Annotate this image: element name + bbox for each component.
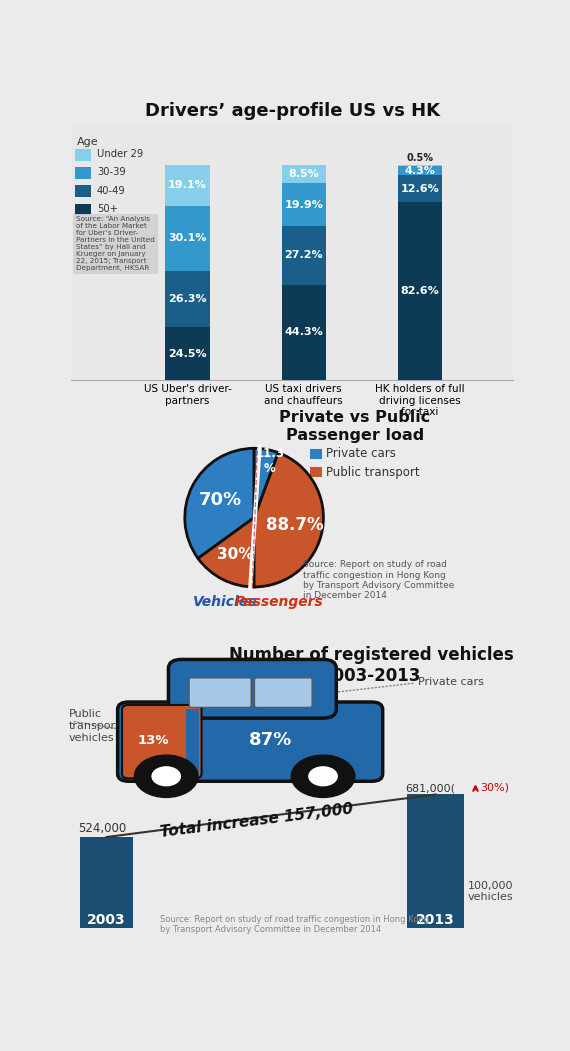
Text: 11.3
%: 11.3 % <box>255 447 284 475</box>
FancyBboxPatch shape <box>169 659 336 718</box>
Text: Passengers: Passengers <box>234 595 323 609</box>
Circle shape <box>135 756 198 798</box>
Wedge shape <box>198 518 254 586</box>
Circle shape <box>152 767 180 786</box>
Bar <box>398 165 442 166</box>
Text: 19.9%: 19.9% <box>284 200 323 210</box>
Text: 524,000: 524,000 <box>78 822 126 834</box>
FancyBboxPatch shape <box>186 709 199 774</box>
Bar <box>398 176 442 202</box>
Text: 30.1%: 30.1% <box>168 233 207 244</box>
Text: 87%: 87% <box>249 731 292 749</box>
Bar <box>165 327 210 380</box>
Text: Private cars: Private cars <box>418 677 484 687</box>
Bar <box>398 166 442 176</box>
FancyBboxPatch shape <box>80 837 133 928</box>
Text: 88.7%: 88.7% <box>266 516 324 534</box>
Text: Source: Report on study of road traffic congestion in Hong Kong
by Transport Adv: Source: Report on study of road traffic … <box>160 914 429 934</box>
Text: 44.3%: 44.3% <box>284 327 323 337</box>
Text: 12.6%: 12.6% <box>401 184 439 193</box>
Text: 100,000
vehicles: 100,000 vehicles <box>468 881 514 902</box>
Text: 50+: 50+ <box>97 204 118 214</box>
FancyBboxPatch shape <box>75 167 91 179</box>
Title: Drivers’ age-profile US vs HK: Drivers’ age-profile US vs HK <box>145 102 439 121</box>
Wedge shape <box>254 449 278 518</box>
FancyBboxPatch shape <box>407 795 465 928</box>
Text: Private vs Public
Passenger load: Private vs Public Passenger load <box>279 410 430 442</box>
FancyBboxPatch shape <box>255 678 312 707</box>
Text: 2003: 2003 <box>87 912 126 927</box>
Text: 19.1%: 19.1% <box>168 181 207 190</box>
Text: 82.6%: 82.6% <box>401 286 439 296</box>
Text: Total increase 157,000: Total increase 157,000 <box>160 802 354 840</box>
Text: 4.3%: 4.3% <box>405 166 435 176</box>
Circle shape <box>309 767 337 786</box>
Text: Number of registered vehicles
2003-2013: Number of registered vehicles 2003-2013 <box>229 646 514 685</box>
Bar <box>282 183 326 226</box>
FancyBboxPatch shape <box>117 702 382 781</box>
Bar <box>282 226 326 285</box>
Bar <box>165 165 210 206</box>
Text: 30%: 30% <box>217 548 254 562</box>
Bar <box>282 165 326 183</box>
Text: Vehicles: Vehicles <box>193 595 257 609</box>
Text: Public transport: Public transport <box>325 466 420 479</box>
FancyBboxPatch shape <box>122 705 202 779</box>
Bar <box>165 271 210 327</box>
Wedge shape <box>254 453 323 586</box>
Text: 70%: 70% <box>198 491 242 510</box>
Bar <box>165 206 210 271</box>
Text: 2013: 2013 <box>416 912 455 927</box>
Text: 40-49: 40-49 <box>97 186 125 195</box>
Text: 30%): 30%) <box>480 782 509 792</box>
Text: Source: Report on study of road
traffic congestion in Hong Kong
by Transport Adv: Source: Report on study of road traffic … <box>303 560 455 600</box>
Text: 8.5%: 8.5% <box>288 169 319 180</box>
FancyBboxPatch shape <box>189 678 251 707</box>
Text: 681,000(: 681,000( <box>405 783 455 794</box>
Bar <box>398 202 442 380</box>
Text: Under 29: Under 29 <box>97 149 143 159</box>
Wedge shape <box>185 449 254 558</box>
FancyBboxPatch shape <box>310 450 322 459</box>
FancyBboxPatch shape <box>75 148 91 161</box>
FancyBboxPatch shape <box>75 204 91 215</box>
Text: Source: “An Analysis
of the Labor Market
for Uber’s Driver-
Partners in the Unit: Source: “An Analysis of the Labor Market… <box>76 217 155 271</box>
FancyBboxPatch shape <box>75 185 91 198</box>
Text: 0.5%: 0.5% <box>406 153 434 163</box>
Text: 24.5%: 24.5% <box>168 349 207 358</box>
Text: Public
transport
vehicles: Public transport vehicles <box>69 709 120 743</box>
Text: 13%: 13% <box>137 734 169 746</box>
FancyBboxPatch shape <box>310 468 322 477</box>
Text: 30-39: 30-39 <box>97 167 125 178</box>
Bar <box>282 285 326 380</box>
Text: Age: Age <box>77 137 99 147</box>
Text: 27.2%: 27.2% <box>284 250 323 261</box>
Text: 26.3%: 26.3% <box>168 294 207 304</box>
Circle shape <box>291 756 355 798</box>
Text: Private cars: Private cars <box>325 448 396 460</box>
